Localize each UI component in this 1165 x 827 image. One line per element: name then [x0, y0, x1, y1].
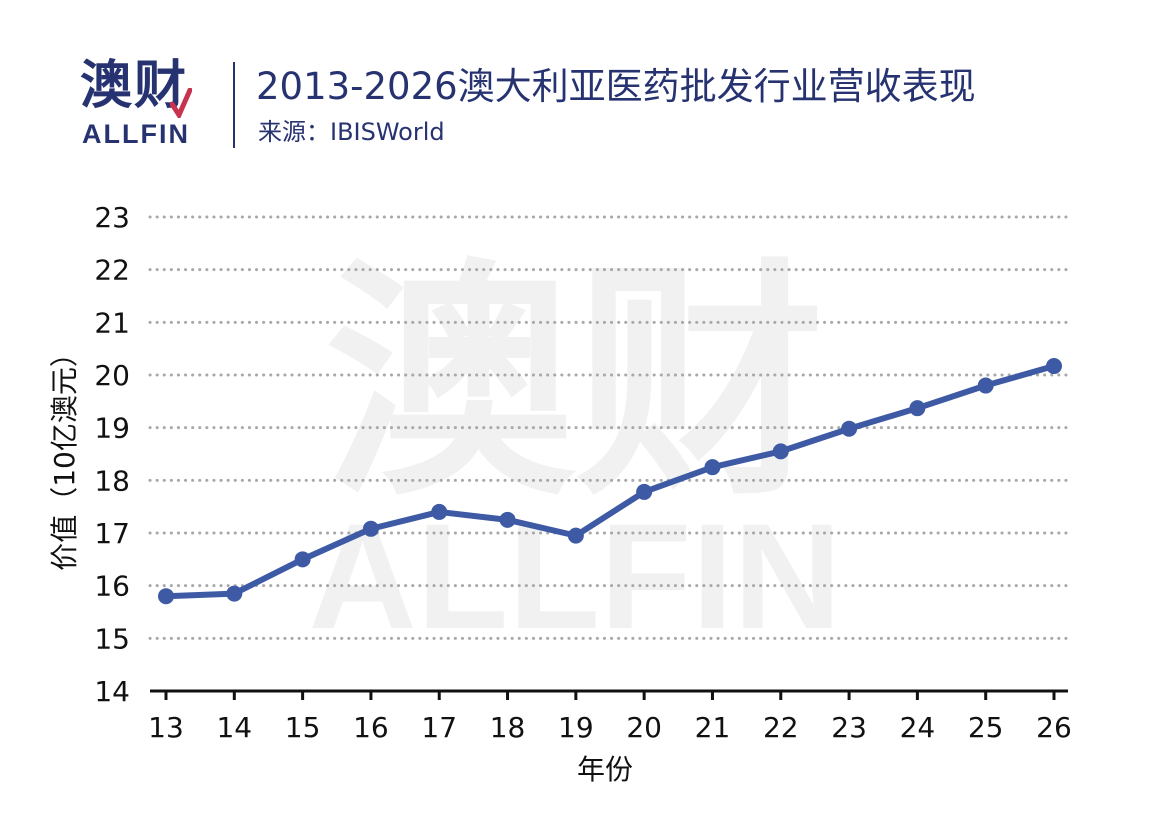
y-tick-label: 19 [94, 412, 130, 445]
x-tick-label: 26 [1036, 711, 1072, 744]
y-tick-labels: 14 15 16 17 18 19 20 21 22 23 [94, 201, 130, 708]
x-tick-label: 23 [831, 711, 867, 744]
data-point [772, 443, 789, 460]
x-tick-labels: 13 14 15 16 17 18 19 20 21 22 23 24 25 26 [148, 711, 1072, 744]
y-tick-label: 14 [94, 675, 130, 708]
x-tick-label: 15 [285, 711, 321, 744]
x-tick-label: 13 [148, 711, 184, 744]
axes [150, 689, 1068, 700]
chart-title: 2013-2026澳大利亚医药批发行业营收表现 [256, 65, 976, 108]
data-point [567, 527, 584, 544]
x-tick-label: 17 [421, 711, 457, 744]
x-tick-label: 21 [695, 711, 731, 744]
watermark: 澳财 ALLFIN [308, 238, 841, 660]
data-point [977, 377, 994, 394]
series-line [163, 363, 1057, 600]
y-tick-label: 21 [94, 306, 130, 339]
data-point [294, 551, 311, 568]
x-tick-label: 22 [763, 711, 799, 744]
x-tick-label: 20 [626, 711, 662, 744]
logo-english: ALLFIN [82, 119, 190, 149]
data-point [499, 511, 516, 528]
x-tick-label: 14 [216, 711, 252, 744]
x-tick-label: 19 [558, 711, 594, 744]
y-tick-label: 23 [94, 201, 130, 234]
y-tick-label: 17 [94, 517, 130, 550]
header-divider [233, 62, 235, 148]
data-point [841, 420, 858, 437]
x-axis-label: 年份 [577, 753, 633, 786]
series-revenue [158, 358, 1062, 605]
y-tick-label: 15 [94, 622, 130, 655]
data-point [158, 588, 174, 605]
watermark-chinese: 澳财 [325, 238, 825, 529]
logo-chinese: 澳财 [80, 56, 189, 116]
watermark-english: ALLFIN [308, 492, 841, 660]
x-tick-label: 16 [353, 711, 389, 744]
logo-check-icon [170, 88, 192, 118]
y-tick-label: 16 [94, 570, 130, 603]
data-point [909, 400, 926, 417]
x-tick-label: 18 [490, 711, 526, 744]
data-point [1046, 358, 1062, 375]
y-tick-label: 20 [94, 359, 130, 392]
y-tick-label: 22 [94, 254, 130, 287]
x-tick-label: 24 [900, 711, 936, 744]
data-point [636, 483, 653, 500]
data-point [431, 503, 448, 520]
data-point [362, 520, 379, 537]
y-tick-label: 18 [94, 464, 130, 497]
y-axis-label: 价值（10亿澳元） [48, 339, 81, 571]
x-tick-label: 25 [968, 711, 1004, 744]
chart-header: 澳财 ALLFIN 2013-2026澳大利亚医药批发行业营收表现 来源：IBI… [0, 0, 1165, 170]
chart-source: 来源：IBISWorld [258, 118, 445, 146]
data-point [226, 585, 243, 602]
data-point [704, 459, 721, 476]
